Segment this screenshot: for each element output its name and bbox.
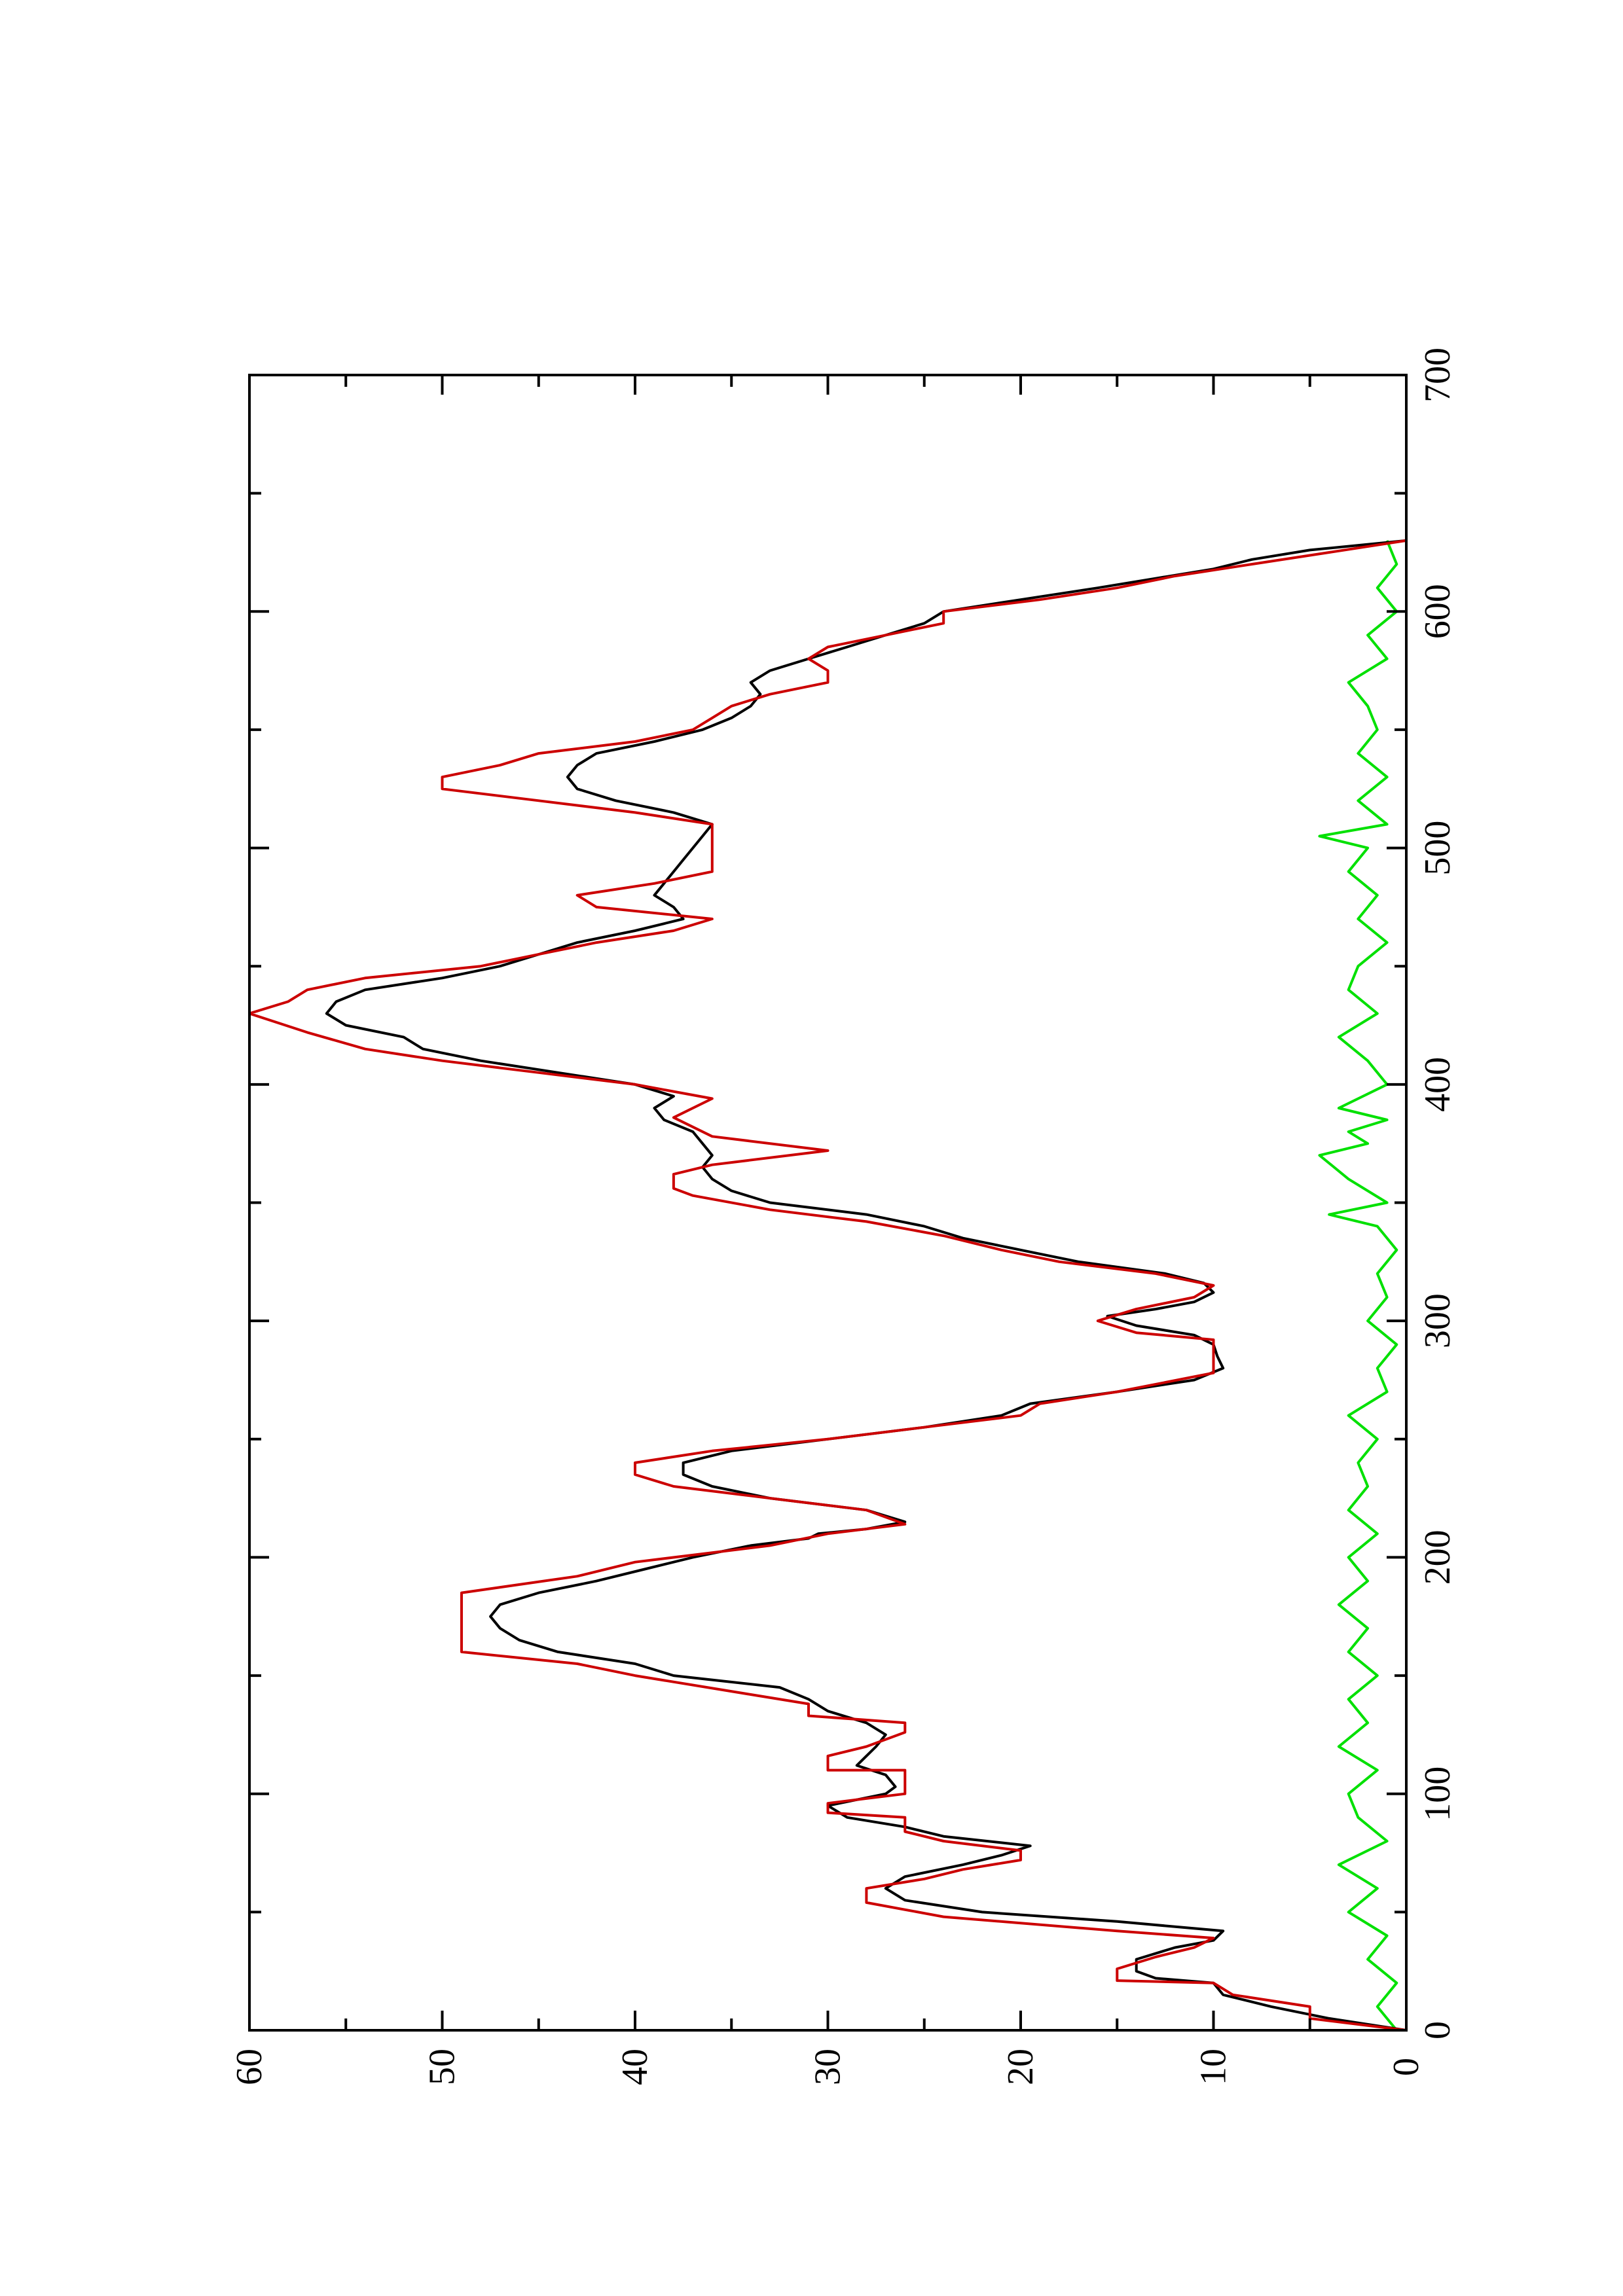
y-tick-label: 60 [229,2049,270,2085]
y-tick-label: 30 [808,2049,848,2085]
x-tick-label: 600 [1417,584,1458,639]
x-tick-label: 700 [1417,348,1458,403]
axis-ticks [249,375,1406,2030]
series-line-0 [325,539,1407,2032]
x-tick-label: 300 [1417,1293,1458,1348]
y-tick-label: 50 [422,2049,463,2085]
tick-labels: 0 100 200 300 400 500 600 700 0 10 20 30 40 50 60 [229,348,1458,2085]
x-tick-label: 100 [1417,1767,1458,1821]
y-tick-label: 40 [615,2049,655,2085]
x-tick-label: 0 [1417,2021,1458,2039]
x-tick-label: 500 [1417,821,1458,876]
plot-lines [248,539,1407,2032]
y-tick-label: 20 [1000,2049,1041,2085]
x-tick-label: 400 [1417,1057,1458,1112]
y-tick-label: 10 [1194,2049,1234,2085]
x-tick-label: 200 [1417,1530,1458,1585]
y-tick-label: 0 [1386,2058,1427,2076]
plot-frame [248,374,1408,2032]
series-line-1 [248,539,1407,2032]
series-line-2 [1318,540,1398,2032]
